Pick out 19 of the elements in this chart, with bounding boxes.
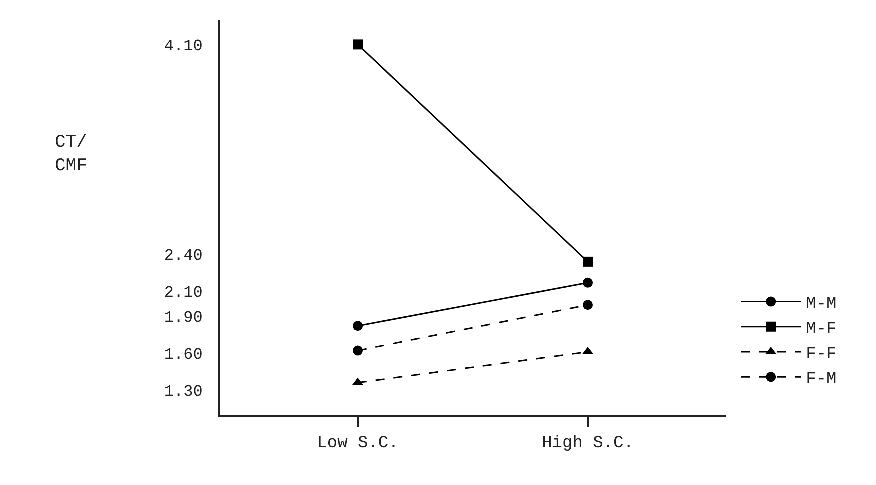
y-tick-label: 2.40 (164, 247, 203, 266)
point (583, 256, 593, 267)
y-tick-label: 1.60 (164, 346, 203, 364)
legend-label: F-F (806, 346, 837, 365)
x-tick-label: Low S.C. (317, 434, 399, 454)
text: CT/ CMF (55, 133, 88, 176)
point (353, 40, 363, 50)
y-tick-label: 4.10 (164, 37, 203, 56)
point (353, 346, 363, 356)
legend-label: M-M (806, 295, 837, 314)
y-tick-label: 2.10 (164, 284, 203, 302)
legend-label: F-M (806, 370, 837, 390)
legend-label: M-F (806, 320, 837, 340)
y-tick-label: 1.90 (164, 308, 203, 327)
point (583, 278, 593, 288)
y-tick-label: 1.30 (164, 382, 203, 401)
point (353, 321, 363, 332)
point (583, 300, 593, 310)
x-tick-label: High S.C. (542, 434, 634, 454)
